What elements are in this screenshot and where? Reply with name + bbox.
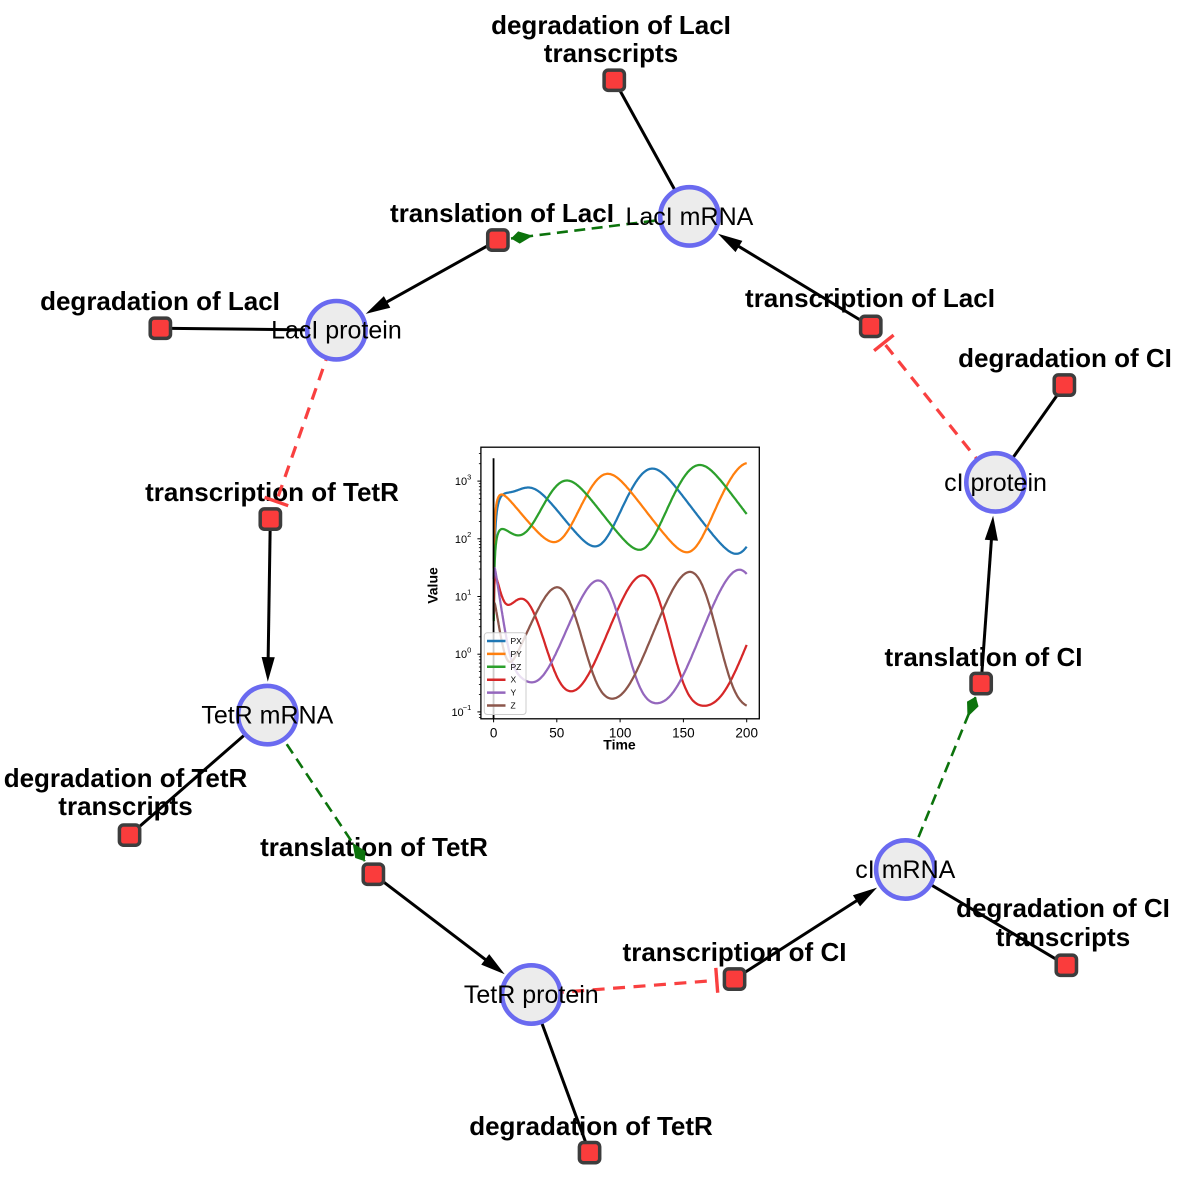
svg-text:transcription of LacI: transcription of LacI: [745, 283, 995, 313]
svg-text:degradation of TetR: degradation of TetR: [469, 1111, 713, 1141]
svg-text:cI mRNA: cI mRNA: [855, 856, 955, 884]
svg-text:150: 150: [672, 726, 695, 741]
svg-text:10: 10: [451, 707, 463, 719]
svg-text:Z: Z: [511, 701, 516, 711]
svg-text:degradation of CI: degradation of CI: [956, 893, 1170, 923]
svg-text:Value: Value: [425, 567, 441, 604]
svg-text:3: 3: [467, 472, 471, 481]
svg-text:degradation of TetR: degradation of TetR: [4, 763, 248, 793]
svg-text:200: 200: [735, 726, 758, 741]
svg-text:translation of TetR: translation of TetR: [260, 832, 488, 862]
svg-text:transcripts: transcripts: [544, 38, 678, 68]
svg-text:TetR protein: TetR protein: [464, 981, 599, 1009]
svg-text:LacI protein: LacI protein: [271, 317, 402, 345]
svg-text:Y: Y: [511, 688, 517, 698]
svg-text:PX: PX: [511, 636, 523, 646]
svg-text:transcripts: transcripts: [58, 791, 192, 821]
svg-text:10: 10: [455, 476, 467, 488]
svg-text:PZ: PZ: [511, 662, 522, 672]
svg-text:translation of LacI: translation of LacI: [390, 198, 614, 228]
svg-text:X: X: [511, 675, 517, 685]
svg-text:Time: Time: [603, 737, 636, 753]
svg-text:2: 2: [467, 530, 471, 539]
svg-text:degradation of CI: degradation of CI: [958, 343, 1172, 373]
svg-text:transcription of TetR: transcription of TetR: [145, 477, 399, 507]
svg-text:10: 10: [455, 649, 467, 661]
svg-text:0: 0: [490, 726, 498, 741]
svg-text:10: 10: [455, 534, 467, 546]
svg-text:degradation of LacI: degradation of LacI: [40, 286, 280, 316]
svg-text:50: 50: [549, 726, 564, 741]
svg-text:degradation of LacI: degradation of LacI: [491, 10, 731, 40]
svg-text:−1: −1: [463, 703, 472, 712]
svg-text:10: 10: [455, 592, 467, 604]
svg-text:LacI mRNA: LacI mRNA: [625, 203, 753, 231]
svg-text:TetR mRNA: TetR mRNA: [201, 702, 333, 730]
svg-text:0: 0: [467, 645, 471, 654]
svg-text:cI protein: cI protein: [944, 469, 1047, 497]
svg-text:1: 1: [467, 588, 471, 597]
svg-text:PY: PY: [511, 649, 523, 659]
svg-text:transcription of CI: transcription of CI: [623, 937, 847, 967]
svg-text:100: 100: [609, 726, 632, 741]
